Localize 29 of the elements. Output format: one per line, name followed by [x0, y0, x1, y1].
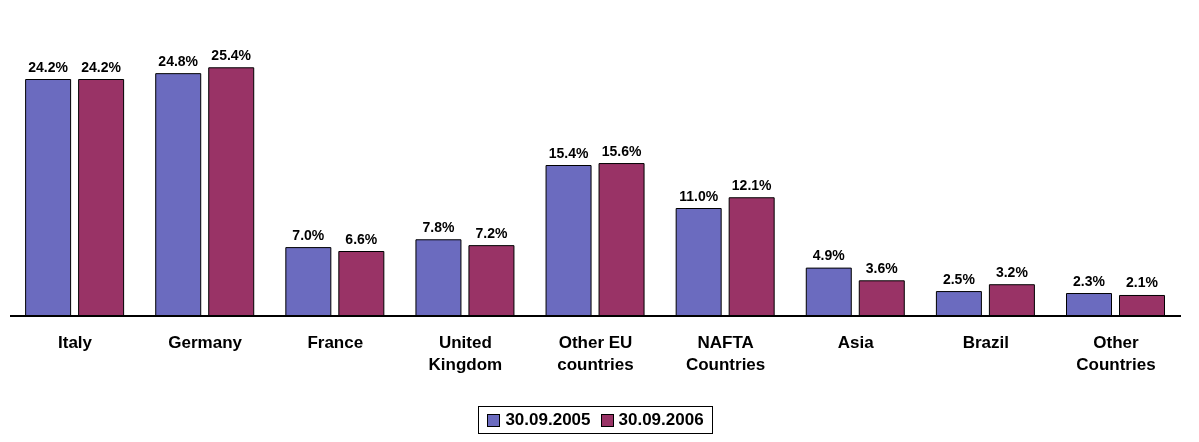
- x-tick-label: Asia: [837, 333, 875, 352]
- data-label: 7.0%: [292, 226, 325, 243]
- data-label: 2.3%: [1073, 272, 1106, 289]
- x-tick-label: Brazil: [962, 333, 1009, 352]
- data-label: 24.2%: [81, 58, 122, 75]
- legend-label: 30.09.2005: [504, 410, 591, 430]
- x-tick-label: Other EU countries: [557, 333, 634, 374]
- data-label: 6.6%: [345, 230, 378, 247]
- data-label: 3.2%: [995, 263, 1029, 280]
- x-tick-label: Germany: [168, 333, 243, 352]
- data-label: 15.4%: [548, 144, 589, 161]
- x-tick-label: NAFTA Countries: [685, 333, 766, 374]
- data-label: 3.6%: [865, 259, 899, 276]
- data-label: 2.5%: [942, 270, 976, 287]
- data-label: 2.1%: [1126, 274, 1159, 291]
- x-tick-label: France: [307, 333, 364, 352]
- x-tick-label: Italy: [58, 333, 93, 352]
- legend-label: 30.09.2006: [617, 410, 704, 430]
- data-label: 24.8%: [158, 52, 199, 69]
- data-label: 4.9%: [812, 247, 846, 264]
- data-label: 7.2%: [475, 224, 508, 241]
- data-label: 11.0%: [679, 187, 719, 204]
- data-label: 15.6%: [601, 142, 642, 159]
- data-label: 12.1%: [731, 176, 773, 193]
- x-tick-label: United Kingdom: [428, 333, 503, 374]
- data-label: 25.4%: [211, 46, 252, 63]
- data-label: 24.2%: [28, 58, 69, 75]
- x-tick-label: Other Countries: [1076, 333, 1156, 374]
- data-label: 7.8%: [422, 218, 455, 235]
